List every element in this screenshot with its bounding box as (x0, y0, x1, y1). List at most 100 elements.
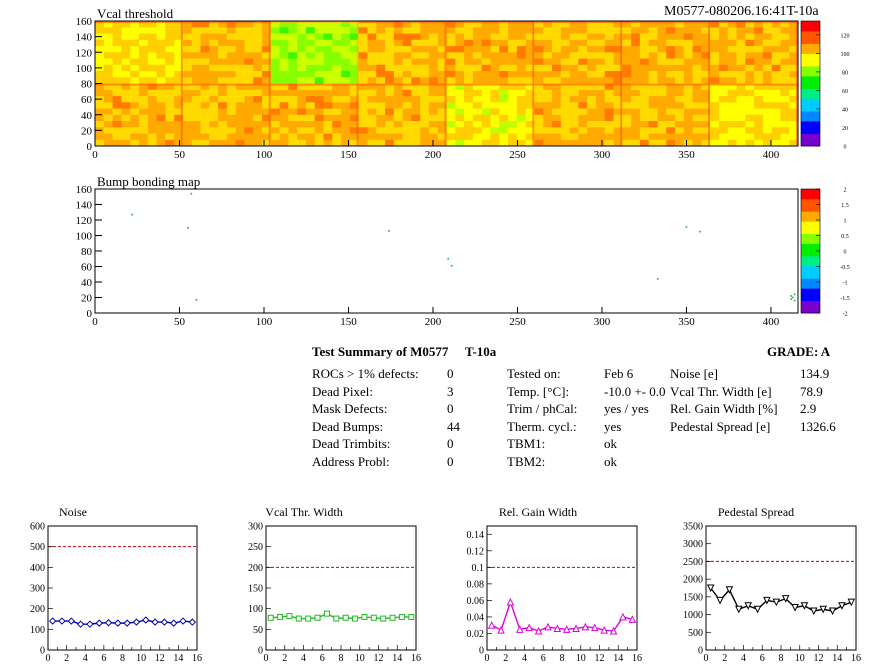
roc-texture (305, 77, 315, 84)
roc-texture (297, 139, 307, 147)
roc-texture (200, 58, 210, 66)
roc-texture (683, 71, 693, 78)
roc-texture (727, 64, 737, 72)
color-scale-band (801, 33, 820, 37)
roc-texture (156, 58, 166, 66)
roc-texture (613, 89, 623, 97)
roc-texture (138, 52, 149, 59)
z-tick-label: 40 (842, 107, 848, 113)
roc-texture (490, 71, 500, 78)
roc-texture (666, 89, 676, 97)
roc-texture (358, 27, 368, 34)
roc-texture (226, 33, 236, 41)
roc-texture (604, 52, 614, 59)
roc-texture (754, 39, 764, 47)
roc-texture (121, 133, 131, 141)
roc-texture (297, 96, 307, 103)
y-tick-label: 300 (248, 522, 263, 533)
color-scale-band (801, 51, 820, 54)
roc-texture (288, 64, 298, 72)
roc-texture (525, 139, 535, 147)
roc-texture (191, 121, 201, 128)
color-scale-band (801, 43, 820, 47)
roc-texture (516, 89, 526, 97)
roc-texture (305, 46, 315, 53)
roc-texture (569, 121, 579, 128)
roc-texture (490, 121, 500, 128)
roc-texture (112, 89, 122, 97)
color-scale-band (801, 133, 820, 137)
roc-texture (323, 64, 333, 72)
roc-texture (595, 27, 605, 34)
roc-texture (543, 133, 553, 141)
roc-texture (508, 133, 518, 141)
roc-texture (112, 127, 122, 134)
roc-texture (305, 139, 315, 147)
roc-texture (332, 127, 342, 134)
roc-texture (288, 108, 298, 116)
roc-texture (165, 27, 175, 34)
roc-texture (376, 58, 386, 66)
data-point (142, 616, 150, 624)
color-scale-band (801, 136, 820, 139)
roc-texture (701, 102, 711, 109)
roc-texture (490, 52, 500, 59)
roc-texture (551, 46, 562, 53)
roc-texture (490, 77, 500, 84)
roc-texture (771, 39, 781, 47)
roc-texture (411, 108, 421, 116)
roc-texture (261, 114, 272, 122)
x-tick-label: 8 (339, 653, 344, 664)
roc-texture (103, 102, 113, 109)
roc-texture (701, 52, 711, 59)
roc-texture (420, 83, 430, 91)
data-point (544, 622, 552, 631)
x-tick-label: 12 (814, 653, 824, 664)
roc-texture (130, 83, 140, 91)
roc-texture (789, 71, 799, 78)
roc-texture (710, 39, 720, 47)
roc-texture (762, 83, 772, 91)
roc-texture (543, 77, 553, 84)
roc-texture (701, 33, 711, 41)
roc-texture (437, 96, 447, 103)
roc-texture (95, 27, 105, 34)
roc-texture (420, 58, 430, 66)
roc-texture (534, 121, 544, 128)
roc-texture (332, 77, 342, 84)
roc-texture (464, 121, 474, 128)
z-tick-label: 0 (844, 250, 847, 256)
z-tick-label: 20 (842, 126, 848, 132)
roc-texture (182, 58, 192, 66)
roc-texture (754, 133, 764, 141)
roc-texture (789, 108, 799, 116)
roc-texture (253, 52, 263, 59)
data-point (572, 624, 580, 633)
roc-texture (288, 58, 298, 66)
roc-texture (332, 21, 342, 28)
roc-texture (657, 108, 667, 116)
y-tick-label: 80 (81, 79, 93, 91)
roc-texture (332, 121, 342, 128)
roc-texture (174, 39, 184, 47)
roc-texture (595, 108, 605, 116)
roc-texture (595, 89, 605, 97)
roc-texture (305, 108, 315, 116)
color-scale-band (801, 83, 820, 87)
roc-texture (121, 52, 131, 59)
color-scale-band (801, 293, 820, 297)
roc-texture (754, 114, 764, 122)
roc-texture (604, 83, 614, 91)
roc-texture (279, 108, 289, 116)
roc-texture (218, 139, 228, 147)
roc-texture (182, 102, 192, 109)
roc-texture (235, 133, 245, 141)
bump-point (793, 299, 796, 302)
roc-texture (437, 21, 447, 28)
y-tick-label: 0 (479, 646, 484, 657)
roc-texture (569, 27, 579, 34)
roc-texture (718, 46, 728, 53)
roc-texture (147, 108, 157, 116)
roc-texture (367, 27, 377, 34)
